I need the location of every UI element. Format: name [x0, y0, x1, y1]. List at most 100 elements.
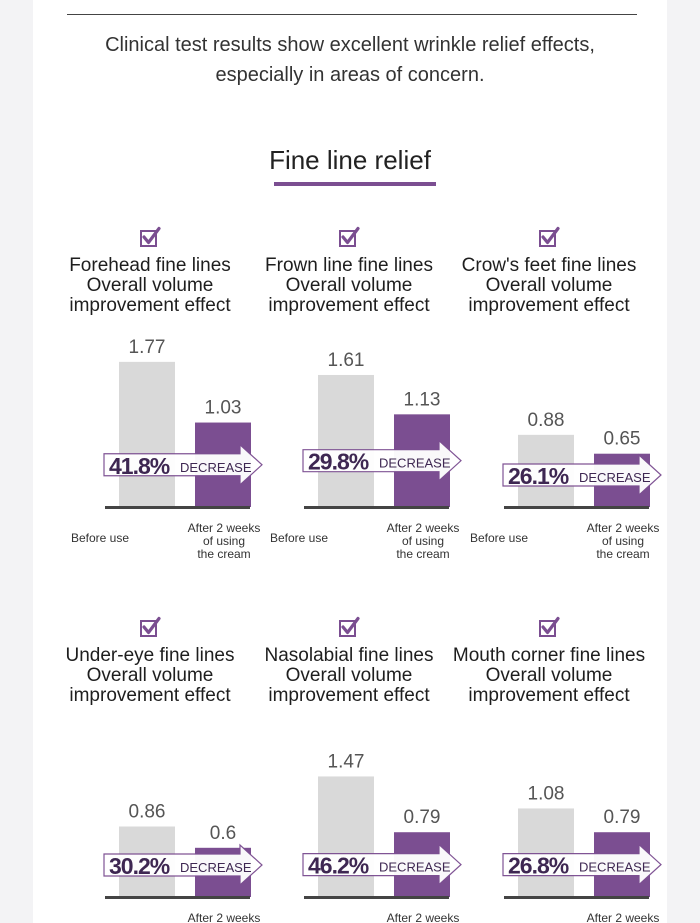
arrow-right-icon: 30.2% DECREASE	[103, 843, 263, 887]
decrease-label: DECREASE	[180, 860, 252, 875]
chart-title-line: Overall volume	[486, 275, 613, 296]
chart-title-line: Overall volume	[87, 665, 214, 686]
decrease-arrow-shape	[502, 453, 662, 497]
chart-title-line: improvement effect	[69, 685, 231, 706]
category-label-after: After 2 weeks	[188, 911, 261, 923]
checkbox-checked-icon	[140, 616, 161, 637]
chart-panel-mouth-corner: Mouth corner fine lines Overall volume imp…	[449, 614, 662, 923]
decrease-percentage: 30.2%	[109, 853, 170, 879]
bar-value-label: 1.61	[328, 350, 365, 371]
bar-value-label: 0.79	[604, 807, 641, 828]
bar-value-label: 0.88	[528, 410, 565, 431]
checkbox-box	[339, 620, 356, 637]
chart-title-line: Nasolabial fine lines	[265, 645, 434, 666]
bar-value-label: 0.65	[604, 429, 641, 450]
decrease-percentage: 29.8%	[308, 449, 369, 475]
section-title-underline	[274, 182, 436, 186]
arrow-right-icon: 26.1% DECREASE	[502, 453, 662, 497]
decrease-label: DECREASE	[579, 470, 651, 485]
intro-text: Clinical test results show excellent wri…	[33, 30, 667, 90]
category-label-after: the cream	[197, 547, 250, 561]
decrease-arrow-shape	[302, 843, 462, 886]
chart-title-line: Overall volume	[286, 275, 413, 296]
checkbox-checked-icon	[539, 226, 560, 247]
category-label-after: After 2 weeks	[587, 521, 660, 535]
chart-title-line: improvement effect	[268, 685, 430, 706]
chart-title-line: Under-eye fine lines	[66, 645, 235, 666]
chart-baseline	[304, 506, 449, 509]
decrease-arrow-shape	[302, 439, 462, 483]
bar-before-use	[318, 374, 374, 507]
category-label-after: After 2 weeks	[387, 911, 460, 923]
category-label-after: the cream	[396, 547, 449, 561]
category-label-after: After 2 weeks	[188, 521, 261, 535]
intro-line-1: Clinical test results show excellent wri…	[105, 34, 595, 56]
bar-value-label: 1.13	[404, 389, 441, 410]
decrease-percentage: 41.8%	[109, 453, 170, 479]
chart-title-line: Forehead fine lines	[69, 255, 231, 276]
checkbox-checkmark	[142, 616, 161, 635]
chart-title-line: Overall volume	[486, 665, 613, 686]
decrease-percentage: 46.2%	[308, 853, 369, 879]
arrow-right-icon: 41.8% DECREASE	[103, 443, 263, 487]
category-label-after: After 2 weeks	[587, 911, 660, 923]
decrease-arrow-shape	[103, 443, 263, 487]
chart-panel-frown: Frown line fine lines Overall volume impro…	[249, 224, 462, 584]
chart-baseline	[504, 896, 649, 899]
chart-title-line: improvement effect	[468, 295, 630, 316]
infographic-page: Clinical test results show excellent wri…	[33, 0, 667, 923]
bar-value-label: 1.03	[205, 398, 242, 419]
chart-baseline	[105, 506, 250, 509]
arrow-right-icon: 29.8% DECREASE	[302, 439, 462, 483]
top-divider	[67, 14, 637, 15]
checkbox-checkmark	[142, 226, 161, 245]
chart-baseline	[105, 896, 250, 899]
chart-title-line: improvement effect	[268, 295, 430, 316]
decrease-label: DECREASE	[379, 456, 451, 471]
bar-value-label: 1.47	[328, 751, 365, 772]
checkbox-box	[539, 620, 556, 637]
chart-title-line: Overall volume	[286, 665, 413, 686]
chart-panel-nasolabial: Nasolabial fine lines Overall volume impro…	[249, 614, 462, 923]
checkbox-checked-icon	[339, 226, 360, 247]
checkbox-checked-icon	[539, 616, 560, 637]
decrease-label: DECREASE	[180, 460, 252, 475]
checkbox-box	[140, 230, 157, 247]
bar-value-label: 0.6	[210, 823, 236, 844]
arrow-right-icon: 26.8% DECREASE	[502, 843, 662, 886]
category-label-after: of using	[402, 534, 444, 548]
chart-panel-forehead: Forehead fine lines Overall volume improve…	[50, 224, 263, 584]
bar-value-label: 1.08	[528, 783, 565, 804]
chart-title-line: Mouth corner fine lines	[453, 645, 645, 666]
decrease-label: DECREASE	[579, 860, 651, 875]
checkbox-checkmark	[341, 616, 360, 635]
checkbox-checkmark	[541, 226, 560, 245]
arrow-right-icon: 46.2% DECREASE	[302, 843, 462, 886]
decrease-arrow-shape	[103, 843, 263, 887]
category-label-after: the cream	[596, 547, 649, 561]
intro-line-2: especially in areas of concern.	[215, 64, 485, 86]
decrease-percentage: 26.1%	[508, 463, 569, 489]
chart-baseline	[304, 896, 449, 899]
bar-value-label: 1.77	[129, 337, 166, 358]
category-label-after: of using	[203, 534, 245, 548]
category-label-before: Before use	[470, 531, 528, 545]
bar-before-use	[318, 776, 374, 897]
chart-title-line: Overall volume	[87, 275, 214, 296]
checkbox-box	[339, 230, 356, 247]
section-title: Fine line relief	[269, 145, 431, 175]
chart-baseline	[504, 506, 649, 509]
chart-title-line: improvement effect	[69, 295, 231, 316]
chart-panel-crows-feet: Crow's feet fine lines Overall volume impr…	[449, 224, 662, 584]
decrease-arrow-shape	[502, 843, 662, 886]
category-label-after: of using	[602, 534, 644, 548]
chart-panel-under-eye: Under-eye fine lines Overall volume improv…	[50, 614, 263, 923]
bar-value-label: 0.86	[129, 801, 166, 822]
category-label-before: Before use	[270, 531, 328, 545]
